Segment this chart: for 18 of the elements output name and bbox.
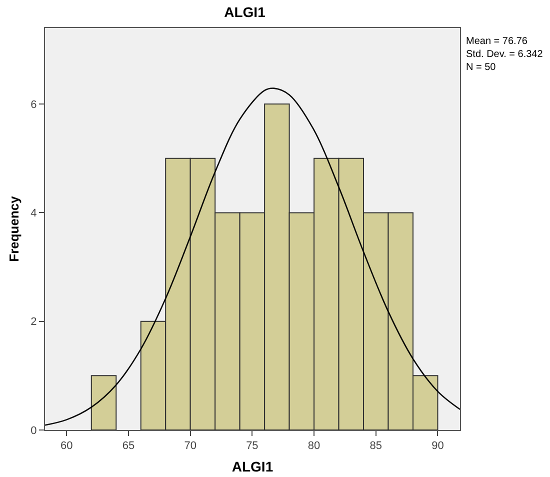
y-tick-label: 4 (30, 208, 37, 220)
x-axis-title: ALGI1 (232, 458, 274, 474)
x-tick-label: 80 (308, 440, 320, 452)
x-tick-label: 90 (432, 440, 444, 452)
y-tick-label: 0 (30, 424, 37, 437)
text: N = 50 (466, 62, 496, 73)
y-tick-label: 2 (30, 316, 37, 328)
x-tick-label: 60 (60, 440, 73, 452)
text: Mean = 76.76 (466, 36, 528, 47)
y-axis-title: Frequency (6, 195, 22, 262)
y-tick-label: 6 (30, 98, 37, 111)
x-tick-label: 70 (184, 440, 196, 452)
x-tick-label: 65 (122, 440, 135, 452)
x-tick-label: 75 (246, 440, 258, 452)
line-series (45, 88, 460, 426)
chart-title: ALGI1 (224, 4, 266, 20)
x-tick-label: 85 (370, 440, 382, 452)
text: Std. Dev. = 6.342 (466, 49, 544, 60)
